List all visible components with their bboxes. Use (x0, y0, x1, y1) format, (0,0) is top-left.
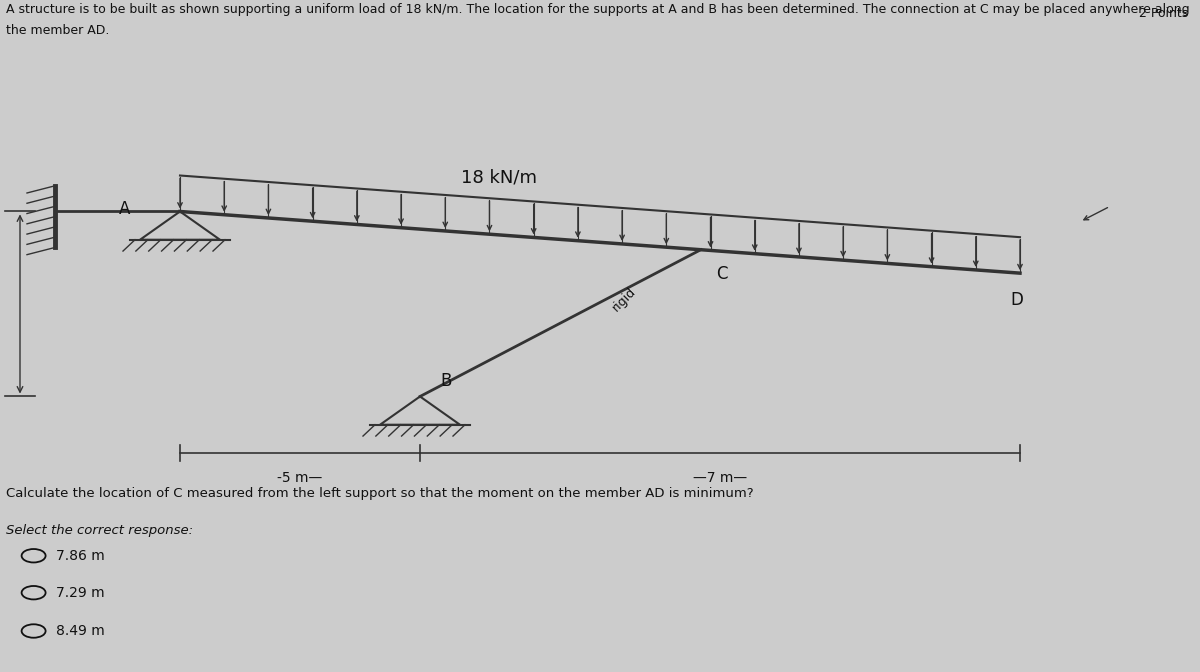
Text: the member AD.: the member AD. (6, 24, 109, 36)
Text: 7.29 m: 7.29 m (56, 586, 106, 599)
Text: C: C (715, 265, 727, 283)
Text: Calculate the location of C measured from the left support so that the moment on: Calculate the location of C measured fro… (6, 487, 754, 500)
Text: —7 m—: —7 m— (692, 471, 748, 485)
Text: D: D (1010, 291, 1022, 309)
Text: 8.49 m: 8.49 m (56, 624, 106, 638)
Text: B: B (440, 372, 451, 390)
Text: Select the correct response:: Select the correct response: (6, 524, 193, 537)
Text: 2 Points: 2 Points (1139, 7, 1188, 19)
Text: A structure is to be built as shown supporting a uniform load of 18 kN/m. The lo: A structure is to be built as shown supp… (6, 3, 1189, 16)
Text: A: A (119, 200, 131, 218)
Text: 7.86 m: 7.86 m (56, 549, 106, 562)
Text: rigid: rigid (610, 284, 638, 314)
Text: -5 m—: -5 m— (277, 471, 323, 485)
Text: 18 kN/m: 18 kN/m (461, 168, 538, 186)
